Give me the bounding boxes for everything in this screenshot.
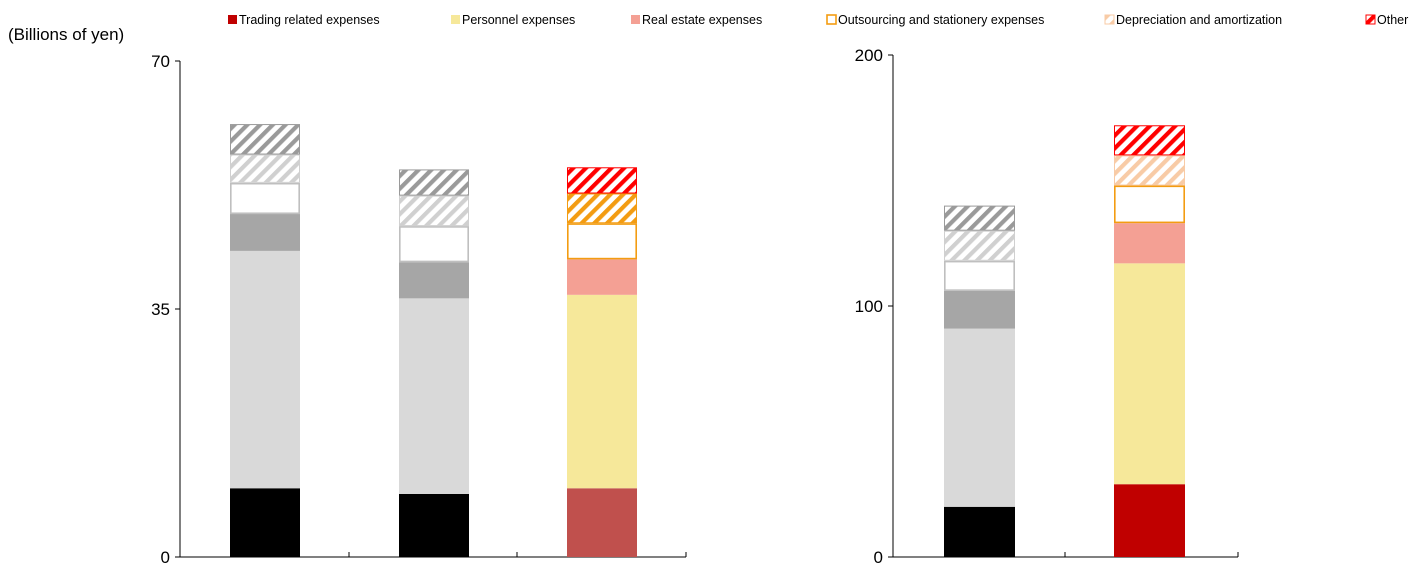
bar-segment-depreciation	[399, 195, 469, 227]
legend-swatch-depreciation	[1104, 14, 1115, 25]
bar-stack-1	[230, 124, 301, 557]
legend-swatch-outsourcing	[826, 14, 837, 25]
legend-label-realestate: Real estate expenses	[642, 13, 762, 27]
bar-segment-personnel	[567, 294, 637, 489]
y-tick-label: 100	[855, 297, 883, 316]
bar-stack-2	[398, 169, 469, 557]
legend-label-personnel: Personnel expenses	[462, 13, 575, 27]
bar-segment-trading	[230, 488, 300, 557]
bar-segment-trading	[1114, 484, 1185, 557]
right-stacked-bar-chart: 0 100 200	[855, 46, 1239, 563]
legend-item-personnel: Personnel expenses	[451, 13, 575, 27]
bar-segment-trading	[944, 506, 1015, 557]
bar-segment-depreciation	[1114, 155, 1185, 186]
bar-stack-1	[943, 205, 1015, 557]
bar-segment-personnel	[399, 298, 469, 494]
bar-segment-realestate	[567, 259, 637, 295]
bar-segment-other	[567, 167, 637, 194]
y-tick-label: 70	[151, 52, 170, 71]
legend-swatch-other	[1365, 14, 1376, 25]
y-tick-label: 35	[151, 300, 170, 319]
bar-segment-other	[230, 124, 300, 155]
legend-label-trading: Trading related expenses	[239, 13, 380, 27]
legend-item-trading: Trading related expenses	[228, 13, 380, 27]
legend-swatch-realestate	[631, 15, 640, 24]
legend-item-other: Other	[1365, 13, 1408, 27]
bar-segment-personnel	[1114, 263, 1185, 485]
bar-segment-outsourcing	[230, 182, 301, 215]
bar-segment-other	[1114, 125, 1185, 156]
legend-label-outsourcing: Outsourcing and stationery expenses	[838, 13, 1044, 27]
bar-segment-depreciation	[230, 154, 300, 183]
legend: Trading related expenses Personnel expens…	[228, 13, 1408, 27]
bar-segment-outsourcing	[943, 260, 1015, 291]
bar-segment-outsourcing	[398, 226, 469, 263]
bar-stack-2	[1114, 125, 1186, 557]
y-tick-label: 0	[874, 548, 883, 563]
bar-segment-outsourcing	[566, 223, 637, 260]
bar-segment-realestate	[230, 214, 300, 251]
legend-item-realestate: Real estate expenses	[631, 13, 762, 27]
bar-segment-trading	[399, 493, 469, 557]
bar-segment-realestate	[1114, 223, 1185, 264]
legend-swatch-trading	[228, 15, 237, 24]
legend-item-depreciation: Depreciation and amortization	[1104, 13, 1282, 27]
y-axis-unit-label: (Billions of yen)	[8, 25, 124, 44]
bar-stack-3	[566, 167, 637, 557]
bar-segment-personnel	[230, 250, 300, 489]
bar-segment-depreciation	[944, 230, 1015, 261]
legend-label-other: Other	[1377, 13, 1408, 27]
bar-segment-depreciation	[567, 193, 637, 224]
bar-segment-outsourcing	[1114, 185, 1186, 224]
y-tick-label: 0	[161, 548, 170, 563]
bar-segment-personnel	[944, 328, 1015, 507]
bar-segment-realestate	[399, 262, 469, 299]
y-tick-label: 200	[855, 46, 883, 65]
bar-segment-trading	[567, 488, 637, 557]
bar-segment-other	[399, 169, 469, 196]
legend-swatch-personnel	[451, 15, 460, 24]
legend-item-outsourcing: Outsourcing and stationery expenses	[826, 13, 1044, 27]
bar-segment-realestate	[944, 290, 1015, 329]
legend-label-depreciation: Depreciation and amortization	[1116, 13, 1282, 27]
left-stacked-bar-chart: 0 35 70	[151, 52, 687, 563]
bar-segment-other	[944, 205, 1015, 231]
